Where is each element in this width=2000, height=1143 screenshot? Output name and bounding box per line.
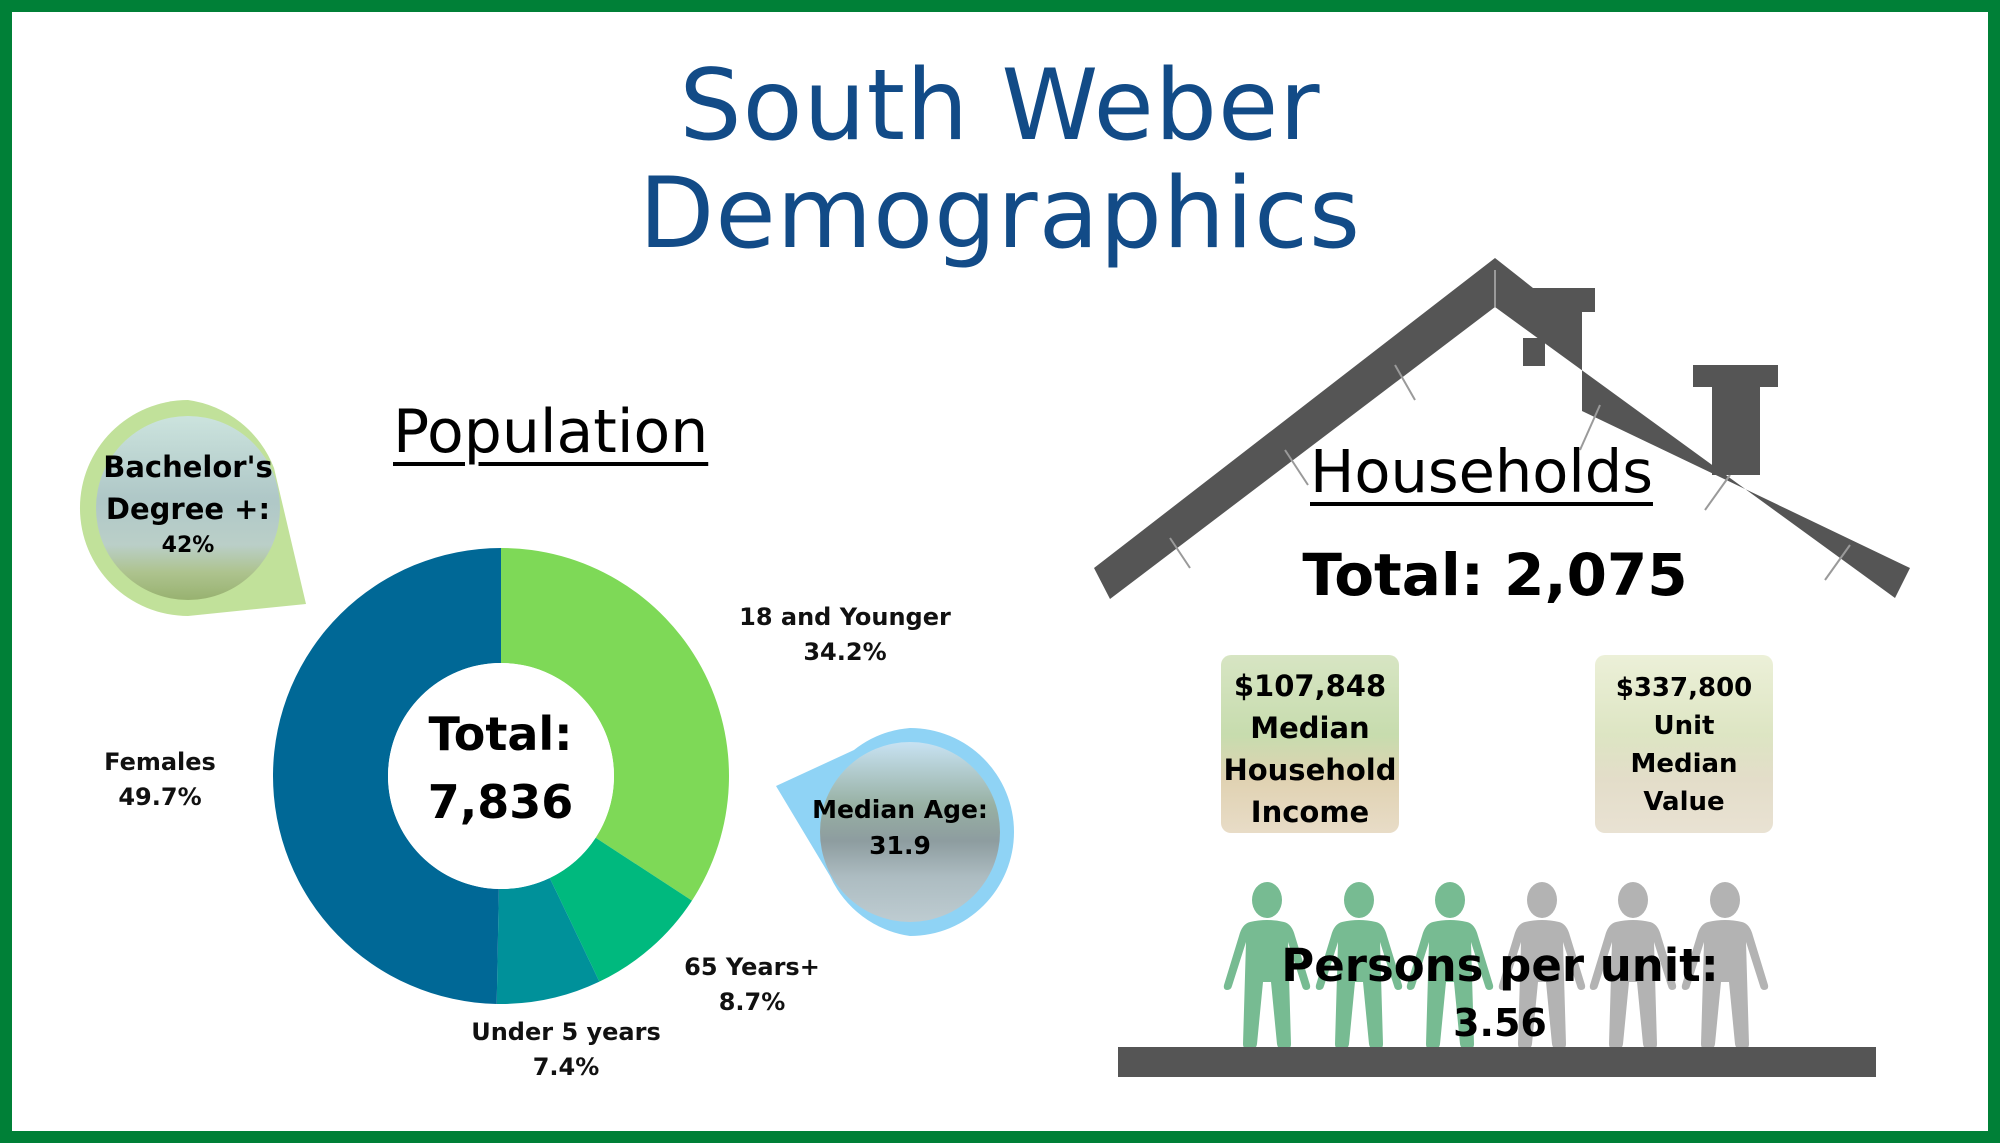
median-income-line3: Household bbox=[1223, 753, 1397, 787]
bachelors-label: Bachelor's Degree +: bbox=[88, 446, 288, 530]
house-roof-icon bbox=[1094, 258, 1910, 599]
label-18-and-younger: 18 and Younger 34.2% bbox=[735, 600, 955, 670]
title-line-2: Demographics bbox=[638, 157, 1362, 271]
person-icon bbox=[1497, 882, 1587, 1050]
person-icon bbox=[1314, 882, 1404, 1050]
donut-slices bbox=[273, 548, 729, 1004]
label-under-5: Under 5 years 7.4% bbox=[466, 1015, 666, 1085]
label-65-pct: 8.7% bbox=[718, 988, 786, 1016]
person-icon bbox=[1680, 882, 1770, 1050]
label-65-years: 65 Years+ 8.7% bbox=[672, 950, 832, 1020]
median-age-label: Median Age: 31.9 bbox=[800, 792, 1000, 864]
households-total: Total: 2,075 bbox=[1302, 541, 1688, 609]
median-income-line4: Income bbox=[1250, 795, 1370, 829]
population-heading: Population bbox=[393, 397, 709, 467]
median-value-value: $337,800 bbox=[1615, 673, 1753, 703]
median-age-text: Median Age: bbox=[812, 795, 988, 824]
median-age-value: 31.9 bbox=[869, 831, 931, 860]
label-females: Females 49.7% bbox=[90, 745, 230, 815]
median-age-bubble-icon bbox=[776, 728, 1014, 936]
bachelors-label-line2: Degree +: bbox=[105, 492, 271, 526]
label-65-name: 65 Years+ bbox=[684, 953, 820, 981]
population-donut-chart bbox=[273, 548, 729, 1004]
bachelors-value: 42% bbox=[161, 533, 215, 558]
person-icon bbox=[1405, 882, 1495, 1050]
bachelors-label-line1: Bachelor's bbox=[103, 450, 273, 484]
donut-slice-18-and-younger bbox=[501, 548, 729, 901]
label-under5-name: Under 5 years bbox=[471, 1018, 661, 1046]
persons-per-unit-value: 3.56 bbox=[1453, 1001, 1547, 1045]
person-icon bbox=[1588, 882, 1678, 1050]
median-value-line2: Unit bbox=[1653, 711, 1715, 741]
population-total-value: 7,836 bbox=[427, 775, 574, 829]
median-income-line2: Median bbox=[1250, 711, 1370, 745]
label-under5-pct: 7.4% bbox=[532, 1053, 600, 1081]
median-value-line3: Median bbox=[1630, 749, 1738, 779]
donut-slice-under-5-years bbox=[496, 877, 600, 1004]
median-value-line4: Value bbox=[1643, 787, 1725, 817]
persons-per-unit-label: Persons per unit: bbox=[1281, 939, 1719, 992]
median-income-value: $107,848 bbox=[1233, 669, 1387, 703]
median-income-card: $107,848 Median Household Income bbox=[1221, 655, 1399, 833]
label-females-name: Females bbox=[104, 748, 216, 776]
households-heading: Households bbox=[1310, 437, 1653, 506]
label-18-pct: 34.2% bbox=[803, 638, 887, 666]
donut-slice-females bbox=[273, 548, 501, 1004]
bachelors-bubble-icon bbox=[79, 400, 306, 616]
donut-slice-65-years- bbox=[549, 837, 692, 982]
median-value-card: $337,800 Unit Median Value bbox=[1595, 655, 1773, 833]
population-total-label: Total: bbox=[428, 707, 573, 761]
persons-icons-row bbox=[1222, 882, 1772, 1050]
title-line-1: South Weber bbox=[679, 49, 1321, 163]
population-total: Total: 7,836 bbox=[393, 700, 608, 836]
person-icon bbox=[1222, 882, 1312, 1050]
house-floor-bar bbox=[1118, 1047, 1876, 1077]
donut-hole bbox=[388, 663, 614, 889]
label-18-name: 18 and Younger bbox=[739, 603, 951, 631]
page-title: South Weber Demographics bbox=[0, 52, 2000, 268]
label-females-pct: 49.7% bbox=[118, 783, 202, 811]
